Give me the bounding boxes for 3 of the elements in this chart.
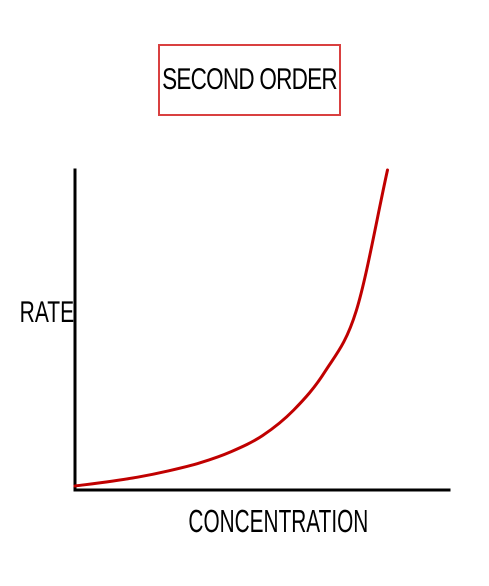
x-axis-title: CONCENTRATION: [188, 503, 368, 540]
chart-title: SECOND ORDER: [162, 63, 337, 97]
y-axis-title: RATE: [20, 296, 74, 330]
